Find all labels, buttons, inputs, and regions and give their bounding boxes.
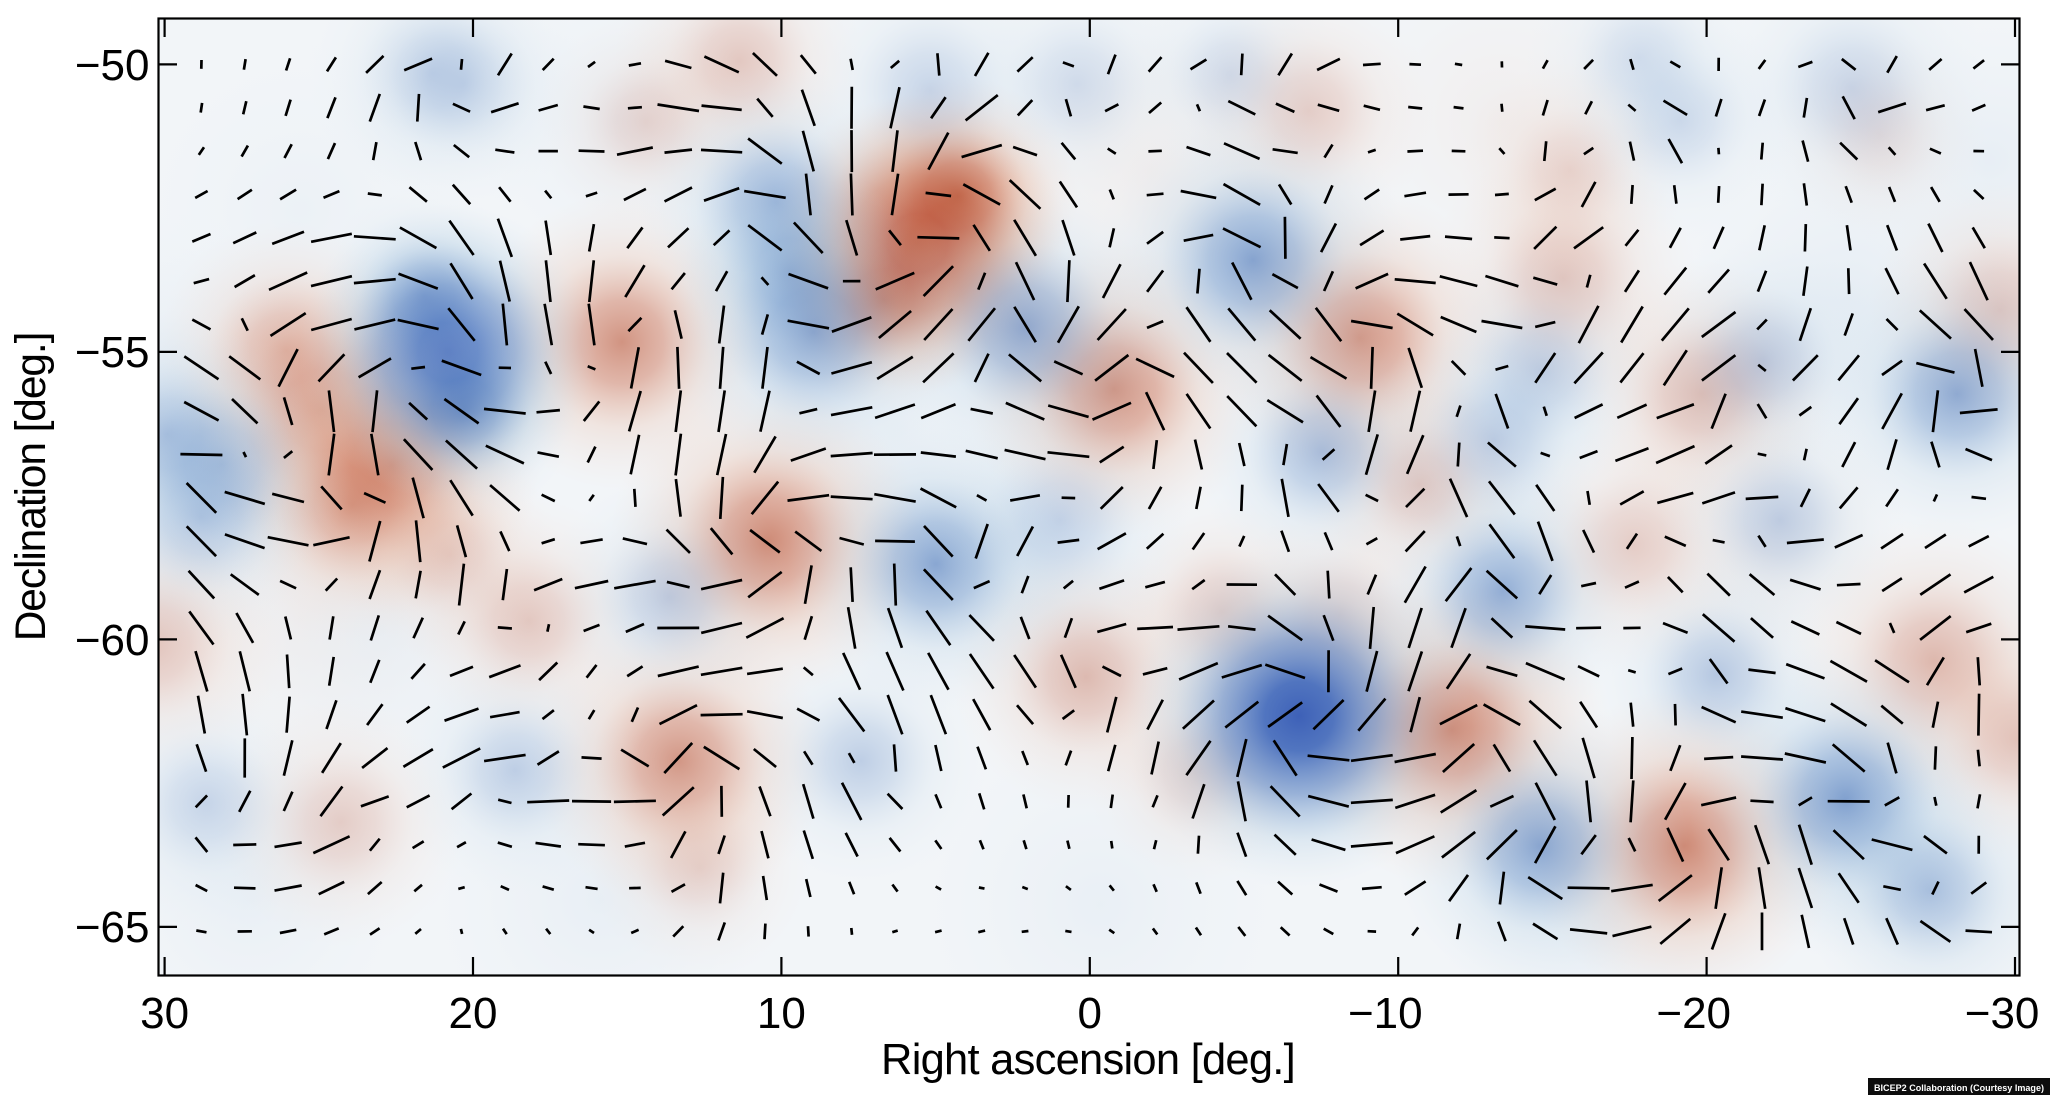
svg-text:0: 0: [1078, 989, 1102, 1038]
svg-text:BICEP2 Collaboration (Courtesy: BICEP2 Collaboration (Courtesy Image): [1874, 1083, 2044, 1094]
svg-text:−65: −65: [75, 903, 150, 952]
svg-text:Right ascension [deg.]: Right ascension [deg.]: [881, 1036, 1295, 1084]
svg-text:−55: −55: [75, 328, 150, 377]
svg-text:30: 30: [140, 989, 189, 1038]
svg-text:−30: −30: [1965, 989, 2040, 1038]
svg-text:−50: −50: [75, 41, 150, 90]
svg-text:10: 10: [757, 989, 806, 1038]
svg-text:Declination [deg.]: Declination [deg.]: [8, 333, 55, 642]
svg-text:−10: −10: [1348, 989, 1423, 1038]
svg-text:−60: −60: [75, 616, 150, 665]
svg-text:−20: −20: [1656, 989, 1731, 1038]
svg-text:20: 20: [449, 989, 498, 1038]
